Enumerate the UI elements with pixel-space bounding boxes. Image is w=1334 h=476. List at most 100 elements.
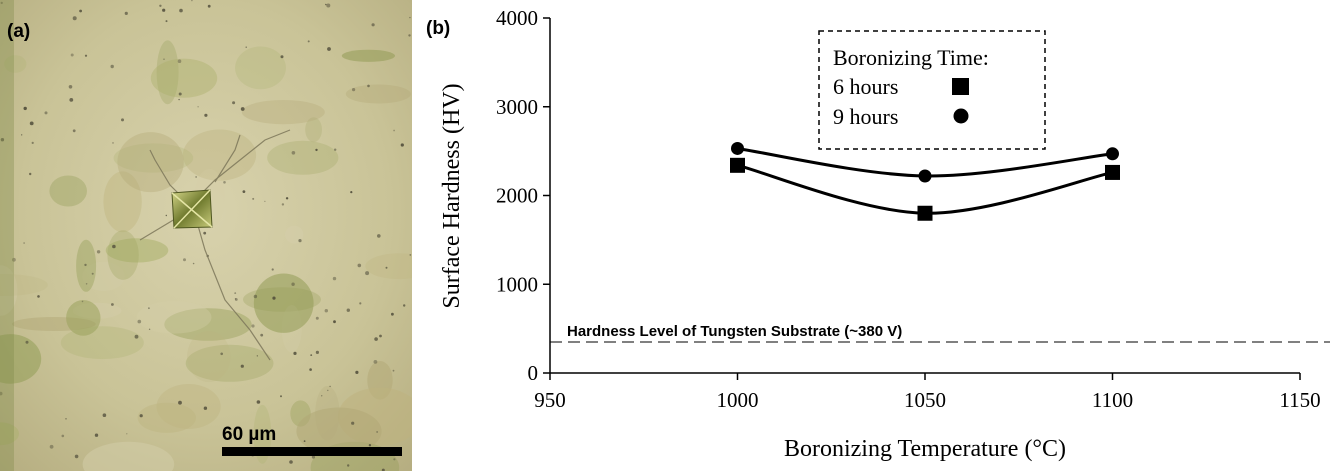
texture-speck (315, 148, 318, 152)
texture-speck (289, 460, 293, 464)
x-tick-label: 1150 (1279, 388, 1320, 412)
texture-speck (234, 298, 237, 300)
micrograph-background (0, 0, 412, 471)
texture-speck (234, 298, 238, 301)
texture-speck (285, 197, 289, 200)
texture-speck (252, 197, 255, 200)
micrograph-image: (a) 60 µm (0, 0, 412, 471)
texture-speck (377, 234, 381, 238)
texture-speck (332, 276, 337, 281)
texture-speck (351, 421, 355, 425)
texture-speck (163, 58, 165, 60)
texture-speck (177, 59, 182, 63)
texture-speck (280, 395, 282, 398)
texture-speck (334, 148, 337, 151)
texture-blotch (66, 300, 101, 336)
texture-speck (203, 406, 208, 410)
legend-square-marker (952, 78, 969, 95)
texture-speck (162, 8, 166, 12)
texture-speck (346, 308, 350, 312)
texture-speck (70, 53, 74, 57)
texture-blotch (105, 238, 169, 263)
texture-speck (134, 334, 139, 339)
texture-speck (400, 143, 404, 147)
texture-blotch (82, 261, 125, 291)
texture-speck (309, 368, 312, 371)
texture-speck (393, 129, 395, 132)
texture-blotch (164, 308, 252, 341)
texture-speck (368, 444, 372, 447)
texture-blotch (253, 273, 314, 333)
texture-speck (409, 16, 411, 19)
texture-speck (96, 250, 101, 254)
texture-speck (0, 138, 5, 142)
texture-speck (298, 239, 302, 243)
texture-speck (329, 385, 331, 388)
texture-speck (223, 181, 226, 184)
legend-entry-9-hours: 9 hours (833, 104, 898, 129)
texture-speck (74, 454, 79, 459)
texture-speck (232, 101, 236, 105)
texture-speck (12, 257, 16, 262)
legend-box (818, 30, 1046, 150)
texture-speck (365, 271, 370, 276)
texture-blotch (0, 265, 18, 316)
texture-speck (85, 283, 88, 285)
texture-speck (307, 40, 310, 43)
texture-speck (102, 413, 107, 418)
substrate-reference-label: Hardness Level of Tungsten Substrate (~3… (567, 323, 902, 340)
texture-speck (23, 106, 27, 111)
texture-speck (183, 258, 186, 262)
texture-speck (256, 355, 258, 357)
texture-speck (303, 440, 306, 442)
texture-speck (69, 98, 74, 102)
texture-speck (204, 113, 208, 117)
texture-speck (260, 333, 264, 337)
texture-speck (327, 389, 329, 392)
texture-blotch (235, 46, 286, 90)
texture-speck (256, 400, 261, 404)
data-point-6-hours (1105, 164, 1120, 180)
texture-speck (272, 296, 276, 300)
texture-speck (311, 455, 315, 459)
y-axis-title: Surface Hardness (HV) (439, 83, 465, 308)
texture-speck (315, 316, 319, 320)
texture-speck (91, 272, 94, 275)
texture-blotch (82, 441, 175, 471)
data-point-6-hours (917, 205, 933, 221)
texture-speck (178, 92, 182, 96)
texture-speck (110, 64, 114, 69)
texture-speck (137, 319, 142, 324)
texture-speck (126, 433, 128, 435)
texture-blotch (117, 132, 184, 193)
texture-speck (350, 191, 353, 194)
x-tick-label: 1000 (717, 388, 759, 412)
texture-speck (347, 464, 350, 467)
texture-speck (0, 1, 3, 5)
scale-bar (222, 447, 402, 456)
texture-blotch (107, 230, 139, 280)
texture-speck (291, 151, 296, 155)
texture-speck (148, 307, 150, 310)
texture-speck (374, 337, 378, 341)
texture-blotch (345, 84, 411, 104)
scale-bar-label: 60 µm (222, 424, 276, 445)
texture-speck (0, 391, 3, 396)
texture-speck (65, 418, 67, 420)
texture-blotch (49, 175, 87, 207)
data-point-9-hours (1106, 147, 1119, 161)
y-tick-label: 3000 (496, 95, 538, 119)
texture-speck (403, 304, 406, 307)
texture-speck (81, 300, 84, 303)
y-tick-label: 1000 (496, 272, 538, 296)
texture-speck (25, 340, 29, 344)
texture-blotch (341, 49, 395, 62)
texture-speck (191, 0, 193, 2)
x-tick-label: 1100 (1092, 388, 1133, 412)
texture-speck (327, 47, 331, 51)
texture-speck (391, 312, 394, 316)
texture-speck (281, 203, 285, 206)
texture-speck (321, 395, 323, 397)
texture-speck (359, 302, 362, 305)
texture-speck (165, 20, 168, 23)
